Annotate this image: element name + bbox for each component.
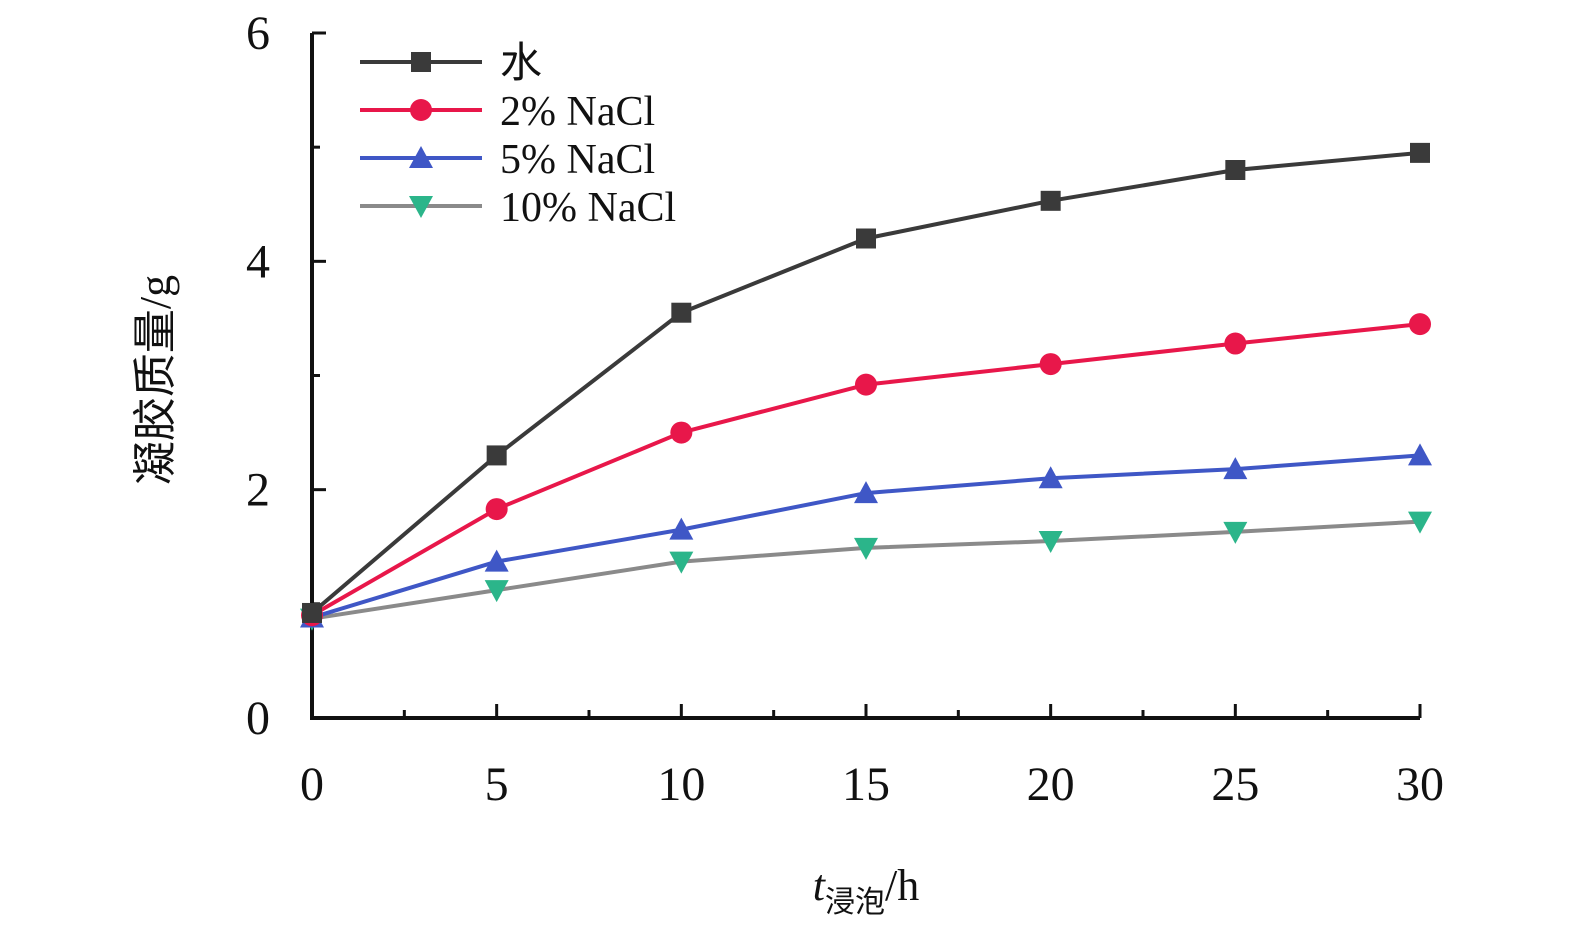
x-axis-ticks: 0 5 10 15 20 25 30 [300, 704, 1444, 811]
data-point [1409, 313, 1431, 336]
data-point [1224, 332, 1247, 355]
legend-item: 10% NaCl [360, 185, 676, 231]
data-point [856, 228, 876, 249]
legend-marker [409, 146, 433, 168]
series-layer [300, 142, 1432, 631]
x-tick-label: 5 [485, 758, 509, 811]
y-tick-label: 0 [246, 692, 270, 745]
data-point [670, 421, 693, 444]
x-axis-title-unit: /h [885, 861, 919, 910]
x-tick-label: 30 [1396, 758, 1444, 811]
y-tick-label: 2 [246, 464, 270, 517]
data-point [669, 517, 694, 540]
x-axis-title: t浸泡/h [813, 861, 919, 919]
x-tick-label: 25 [1211, 758, 1259, 811]
data-point [485, 498, 508, 521]
legend-marker [409, 196, 433, 218]
data-point [484, 549, 509, 572]
data-point [1223, 521, 1248, 544]
series-3 [300, 443, 1432, 628]
x-axis-title-main: t [813, 861, 827, 910]
data-point [1225, 160, 1246, 180]
legend-item: 5% NaCl [360, 137, 655, 183]
series-4 [300, 511, 1432, 631]
data-point [1038, 531, 1063, 554]
legend-label: 2% NaCl [500, 89, 655, 135]
data-point [854, 537, 878, 560]
legend-item: 水 [360, 41, 542, 87]
legend-marker [410, 99, 432, 121]
legend-label: 水 [500, 41, 542, 87]
legend-marker [411, 52, 431, 72]
x-tick-label: 10 [657, 758, 705, 811]
series-line [311, 519, 1421, 621]
legend-label: 5% NaCl [500, 137, 655, 183]
data-point [1408, 511, 1432, 534]
y-axis-ticks: 0 2 4 6 [246, 7, 326, 745]
x-tick-label: 0 [300, 758, 324, 811]
legend-item: 2% NaCl [360, 89, 655, 135]
y-tick-label: 4 [246, 235, 270, 288]
data-point [1040, 190, 1061, 211]
data-point [1223, 457, 1248, 480]
legend-label: 10% NaCl [500, 185, 676, 231]
data-point [486, 445, 507, 466]
data-point [1038, 466, 1063, 489]
x-tick-label: 15 [842, 758, 890, 811]
data-point [484, 580, 509, 603]
data-point [854, 481, 878, 504]
data-point [302, 602, 322, 623]
series-2 [301, 313, 1431, 627]
data-point [1039, 353, 1062, 376]
data-point [1410, 142, 1430, 163]
data-point [1408, 443, 1432, 466]
data-point [669, 551, 694, 574]
x-axis-title-subscript: 浸泡 [825, 886, 885, 919]
data-point [855, 373, 877, 396]
x-tick-label: 20 [1027, 758, 1075, 811]
data-point [671, 302, 692, 323]
y-tick-label: 6 [246, 7, 270, 60]
series-1 [302, 142, 1430, 623]
y-axis-title: 凝胶质量/g [131, 275, 180, 485]
